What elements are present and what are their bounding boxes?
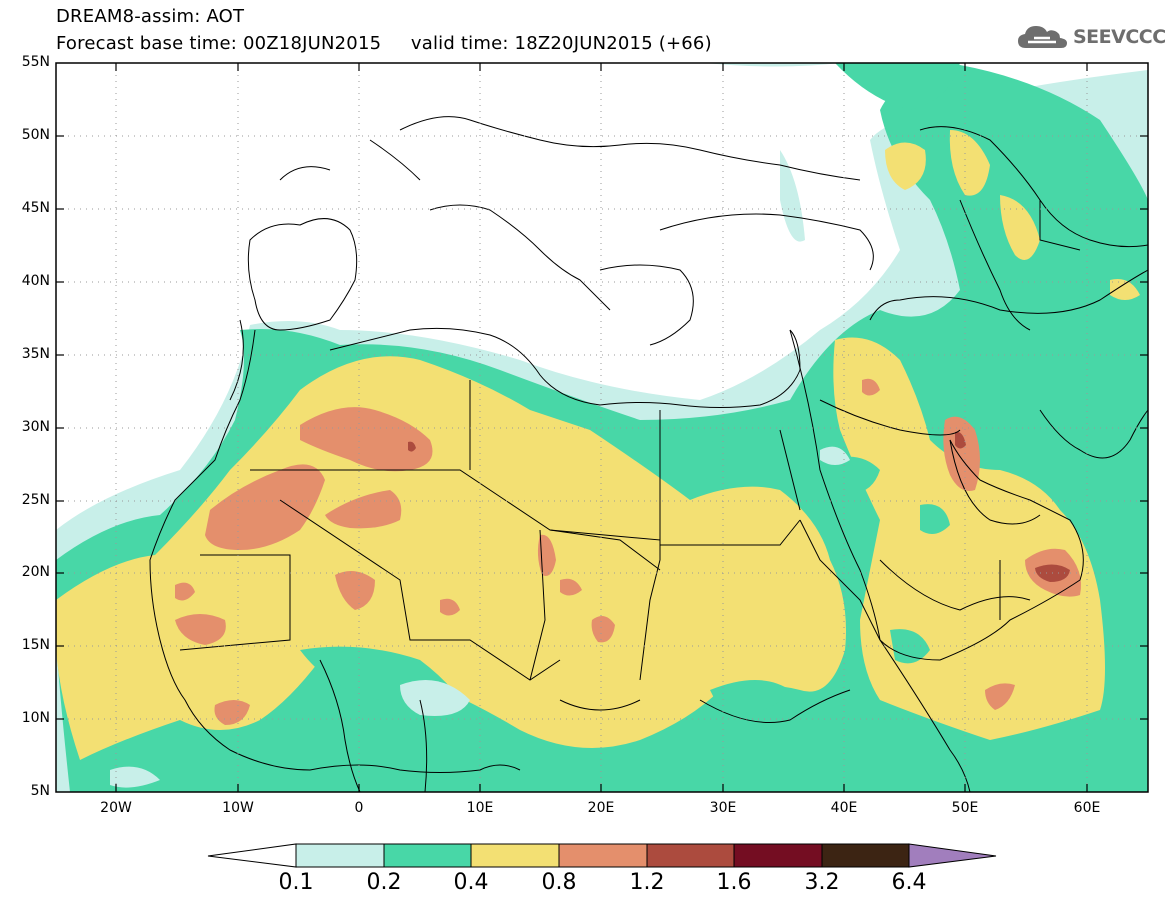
colorbar-cell (733, 843, 823, 868)
colorbar-below-min (207, 843, 297, 868)
colorbar-label: 1.6 (716, 870, 752, 895)
lon-label: 20W (100, 800, 132, 816)
colorbar-label: 1.2 (629, 870, 665, 895)
axis-ticks (56, 63, 1148, 792)
logo-text: SEEVCCC (1073, 26, 1165, 48)
lat-label: 30N (21, 419, 50, 435)
lon-label: 40E (830, 800, 858, 816)
coastlines (149, 116, 1148, 792)
lat-label: 25N (21, 492, 50, 508)
colorbar-label: 0.2 (366, 870, 402, 895)
colorbar-cell (821, 843, 910, 868)
lon-label: 10E (466, 800, 494, 816)
colorbar-label: 6.4 (891, 870, 927, 895)
lon-label: 60E (1073, 800, 1101, 816)
colorbar-cell (646, 843, 735, 868)
lat-label: 10N (21, 710, 50, 726)
colorbar-cell (383, 843, 472, 868)
graticule (56, 63, 1148, 792)
cloud-icon (1018, 26, 1067, 48)
lat-label: 15N (21, 637, 50, 653)
lat-label: 50N (21, 127, 50, 143)
lat-label: 40N (21, 273, 50, 289)
lon-label: 20E (587, 800, 615, 816)
lon-label: 0 (354, 800, 364, 816)
colorbar-label: 0.4 (453, 870, 489, 895)
lat-label: 35N (21, 346, 50, 362)
colorbar-cell (558, 843, 648, 868)
colorbar-label: 3.2 (804, 870, 840, 895)
lat-label: 55N (21, 54, 50, 70)
lat-label: 20N (21, 564, 50, 580)
lat-label: 45N (21, 200, 50, 216)
seevccc-logo: SEEVCCC (1016, 22, 1165, 52)
lon-label: 10W (222, 800, 254, 816)
colorbar-cell (470, 843, 560, 868)
colorbar (207, 843, 997, 868)
lat-label: 5N (30, 783, 50, 799)
colorbar-above-max (908, 843, 997, 868)
lon-label: 30E (709, 800, 737, 816)
colorbar-label: 0.8 (541, 870, 577, 895)
lon-label: 50E (951, 800, 979, 816)
colorbar-cell (295, 843, 385, 868)
map-title: DREAM8-assim: AOT (56, 6, 245, 27)
colorbar-label: 0.1 (278, 870, 314, 895)
forecast-times: Forecast base time: 00Z18JUN2015 valid t… (56, 33, 712, 54)
